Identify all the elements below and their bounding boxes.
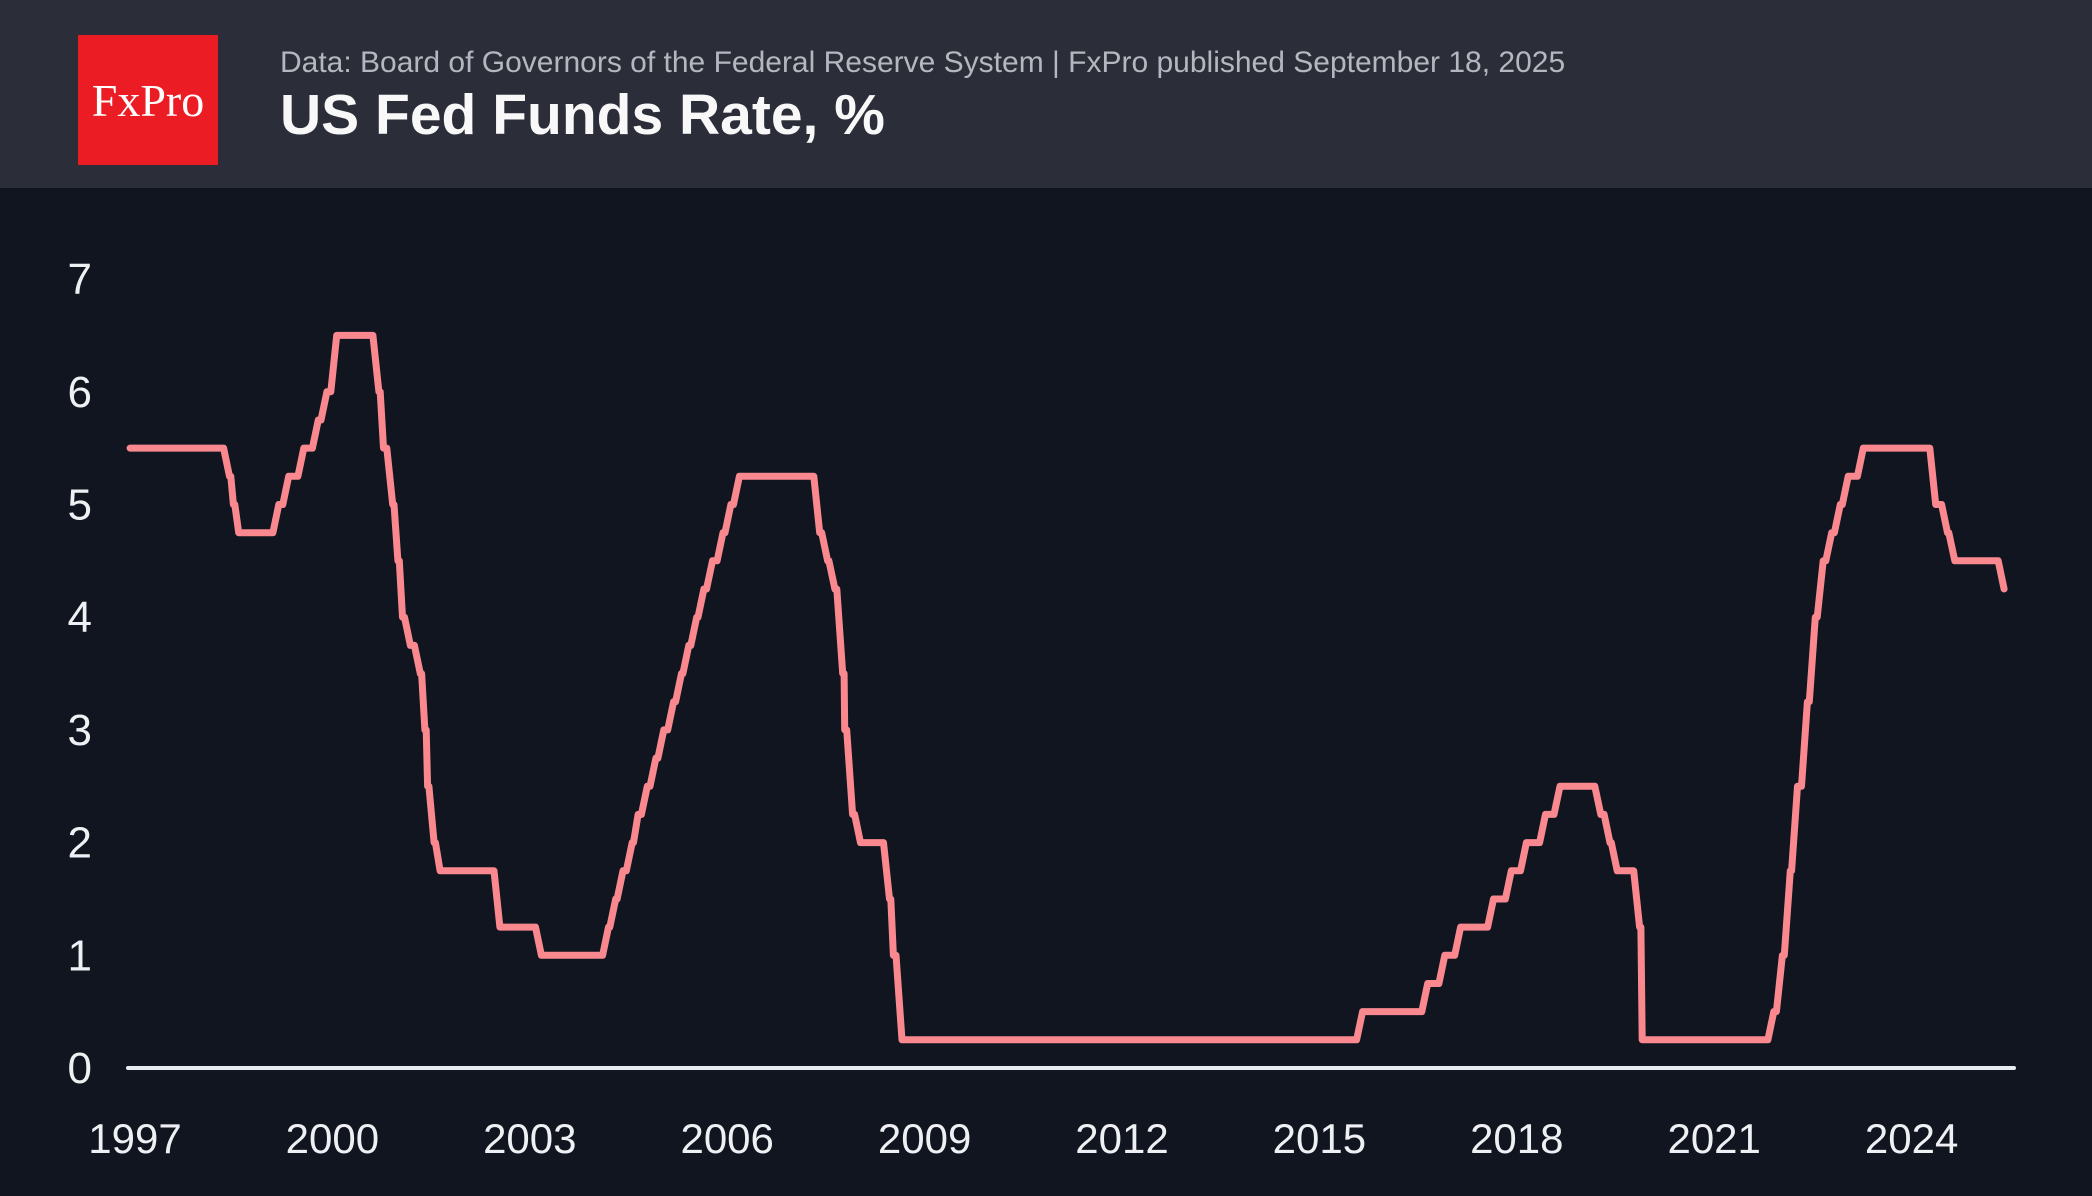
rate-line-series (126, 331, 2008, 1044)
x-tick-label: 2009 (878, 1115, 971, 1162)
y-tick-label: 4 (68, 593, 92, 642)
y-tick-label: 1 (68, 931, 92, 980)
x-tick-label: 2018 (1470, 1115, 1563, 1162)
x-tick-label: 2003 (483, 1115, 576, 1162)
x-tick-label: 1997 (88, 1115, 181, 1162)
y-tick-label: 3 (68, 706, 92, 755)
y-tick-label: 5 (68, 481, 92, 530)
x-tick-label: 2000 (286, 1115, 379, 1162)
source-attribution: Data: Board of Governors of the Federal … (280, 46, 1566, 79)
x-tick-label: 2021 (1667, 1115, 1760, 1162)
header-bar: FxPro Data: Board of Governors of the Fe… (0, 0, 2092, 188)
x-tick-label: 2024 (1865, 1115, 1958, 1162)
page-title: US Fed Funds Rate, % (280, 83, 885, 147)
fxpro-logo: FxPro (78, 35, 218, 165)
x-tick-label: 2006 (680, 1115, 773, 1162)
y-tick-label: 0 (68, 1044, 92, 1093)
x-tick-label: 2015 (1273, 1115, 1366, 1162)
y-tick-label: 7 (68, 255, 92, 304)
fxpro-logo-text: FxPro (91, 74, 205, 126)
x-tick-label: 2012 (1075, 1115, 1168, 1162)
y-tick-label: 2 (68, 819, 92, 868)
y-tick-label: 6 (68, 368, 92, 417)
